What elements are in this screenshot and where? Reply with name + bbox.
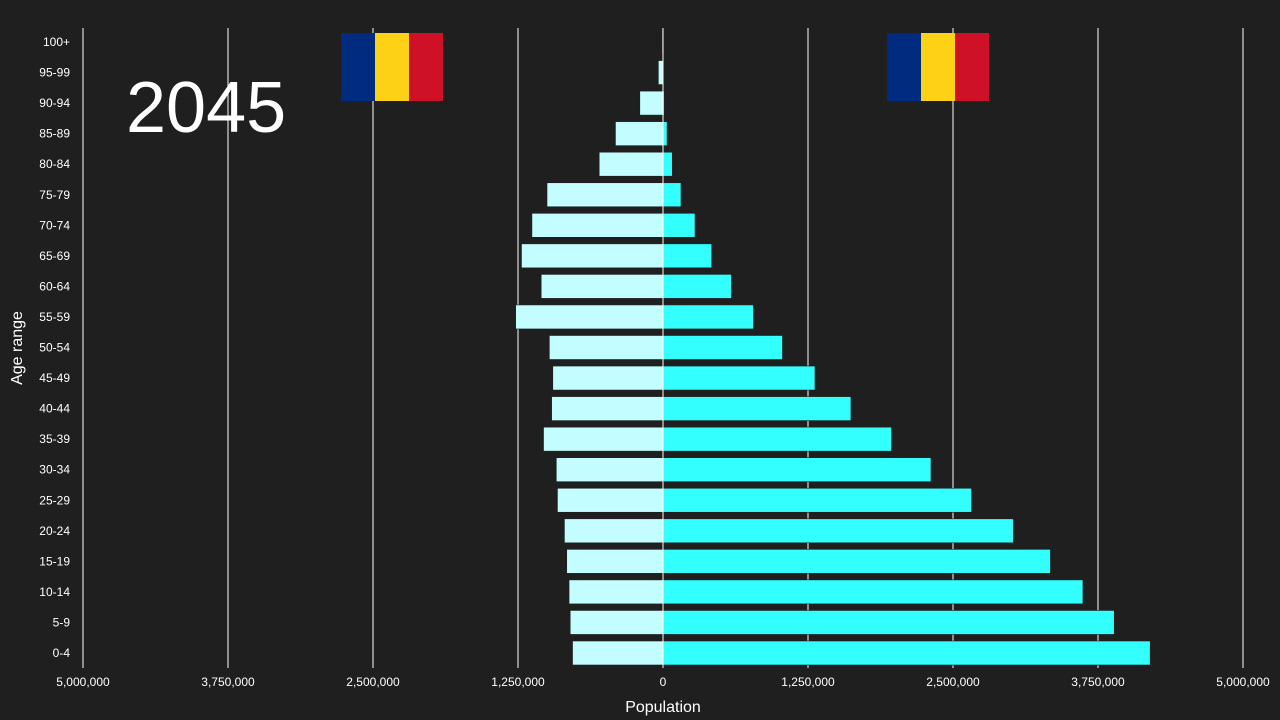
y-tick-label: 15-19 bbox=[39, 554, 70, 568]
bar-left-55-59 bbox=[515, 304, 664, 330]
bar-right-50-54 bbox=[662, 335, 783, 360]
y-tick-label: 50-54 bbox=[39, 341, 70, 355]
flag-romania-icon bbox=[341, 33, 443, 101]
y-tick-label: 80-84 bbox=[39, 157, 70, 171]
bar-right-40-44 bbox=[662, 396, 852, 421]
bar-left-10-14 bbox=[568, 579, 664, 605]
bar-right-10-14 bbox=[662, 579, 1084, 605]
bar-left-30-34 bbox=[555, 457, 664, 483]
year-label: 2045 bbox=[126, 68, 286, 148]
flag-stripe bbox=[887, 33, 921, 101]
y-tick-label: 65-69 bbox=[39, 249, 70, 263]
y-tick-label: 25-29 bbox=[39, 493, 70, 507]
bar-left-85-89 bbox=[615, 121, 664, 146]
bar-left-5-9 bbox=[569, 610, 664, 635]
y-tick-label: 70-74 bbox=[39, 218, 70, 232]
bar-left-40-44 bbox=[551, 396, 664, 421]
flag-stripe bbox=[409, 33, 443, 101]
bar-right-60-64 bbox=[662, 274, 732, 299]
bar-right-85-89 bbox=[662, 121, 668, 146]
flag-stripe bbox=[921, 33, 955, 101]
x-tick-label: 3,750,000 bbox=[201, 675, 255, 689]
bars bbox=[515, 28, 1151, 668]
bar-right-35-39 bbox=[662, 426, 892, 452]
bar-left-50-54 bbox=[549, 335, 664, 360]
bar-left-45-49 bbox=[552, 365, 664, 391]
bar-right-15-19 bbox=[662, 549, 1051, 574]
bar-left-15-19 bbox=[566, 549, 664, 574]
bar-right-55-59 bbox=[662, 304, 754, 330]
y-tick-label: 20-24 bbox=[39, 524, 70, 538]
y-tick-labels: 0-4 5-9 10-14 15-19 20-24 25-29 30-34 35-39 40-4… bbox=[39, 35, 70, 660]
x-tick-label: 1,250,000 bbox=[781, 675, 835, 689]
y-tick-label: 40-44 bbox=[39, 402, 70, 416]
y-axis-label: Age range bbox=[9, 311, 26, 385]
y-tick-label: 100+ bbox=[43, 35, 70, 49]
y-tick-label: 30-34 bbox=[39, 463, 70, 477]
x-tick-label: 5,000,000 bbox=[1216, 675, 1270, 689]
bar-left-60-64 bbox=[540, 274, 664, 299]
bar-right-45-49 bbox=[662, 365, 816, 391]
y-tick-label: 5-9 bbox=[53, 615, 71, 629]
bar-left-70-74 bbox=[531, 213, 664, 238]
bar-left-95-99 bbox=[658, 60, 664, 85]
x-tick-label: 5,000,000 bbox=[56, 675, 110, 689]
y-tick-label: 75-79 bbox=[39, 188, 70, 202]
bar-left-75-79 bbox=[546, 182, 664, 208]
bar-right-70-74 bbox=[662, 213, 696, 238]
bar-left-90-94 bbox=[639, 90, 664, 116]
bar-right-30-34 bbox=[662, 457, 932, 483]
bar-right-25-29 bbox=[662, 487, 972, 513]
flag-stripe bbox=[341, 33, 375, 101]
bar-left-25-29 bbox=[557, 487, 664, 513]
grid-lines bbox=[82, 28, 1244, 668]
y-tick-label: 55-59 bbox=[39, 310, 70, 324]
bar-left-65-69 bbox=[521, 243, 664, 269]
x-axis-label: Population bbox=[625, 699, 701, 716]
x-tick-label: 3,750,000 bbox=[1071, 675, 1125, 689]
y-tick-label: 0-4 bbox=[53, 646, 71, 660]
bar-left-80-84 bbox=[598, 151, 664, 177]
bar-right-0-4 bbox=[662, 640, 1151, 666]
bar-right-65-69 bbox=[662, 243, 713, 269]
x-tick-label: 2,500,000 bbox=[926, 675, 980, 689]
x-tick-label: 1,250,000 bbox=[491, 675, 545, 689]
y-tick-label: 45-49 bbox=[39, 371, 70, 385]
x-tick-label: 0 bbox=[660, 675, 667, 689]
y-tick-label: 95-99 bbox=[39, 66, 70, 80]
flag-stripe bbox=[955, 33, 989, 101]
y-tick-label: 60-64 bbox=[39, 279, 70, 293]
bar-left-0-4 bbox=[572, 640, 664, 666]
bar-left-20-24 bbox=[564, 518, 664, 544]
flag-romania-icon bbox=[887, 33, 989, 101]
bar-right-75-79 bbox=[662, 182, 682, 208]
y-tick-label: 85-89 bbox=[39, 127, 70, 141]
y-tick-label: 35-39 bbox=[39, 432, 70, 446]
bar-right-20-24 bbox=[662, 518, 1014, 544]
x-tick-label: 2,500,000 bbox=[346, 675, 400, 689]
y-tick-label: 10-14 bbox=[39, 585, 70, 599]
flags bbox=[341, 33, 989, 101]
bar-right-80-84 bbox=[662, 151, 673, 177]
bar-right-5-9 bbox=[662, 610, 1115, 635]
y-tick-label: 90-94 bbox=[39, 96, 70, 110]
flag-stripe bbox=[375, 33, 409, 101]
bar-left-35-39 bbox=[543, 426, 664, 452]
x-tick-labels: 5,000,000 3,750,000 2,500,000 1,250,000 0 1,2… bbox=[56, 675, 1270, 689]
